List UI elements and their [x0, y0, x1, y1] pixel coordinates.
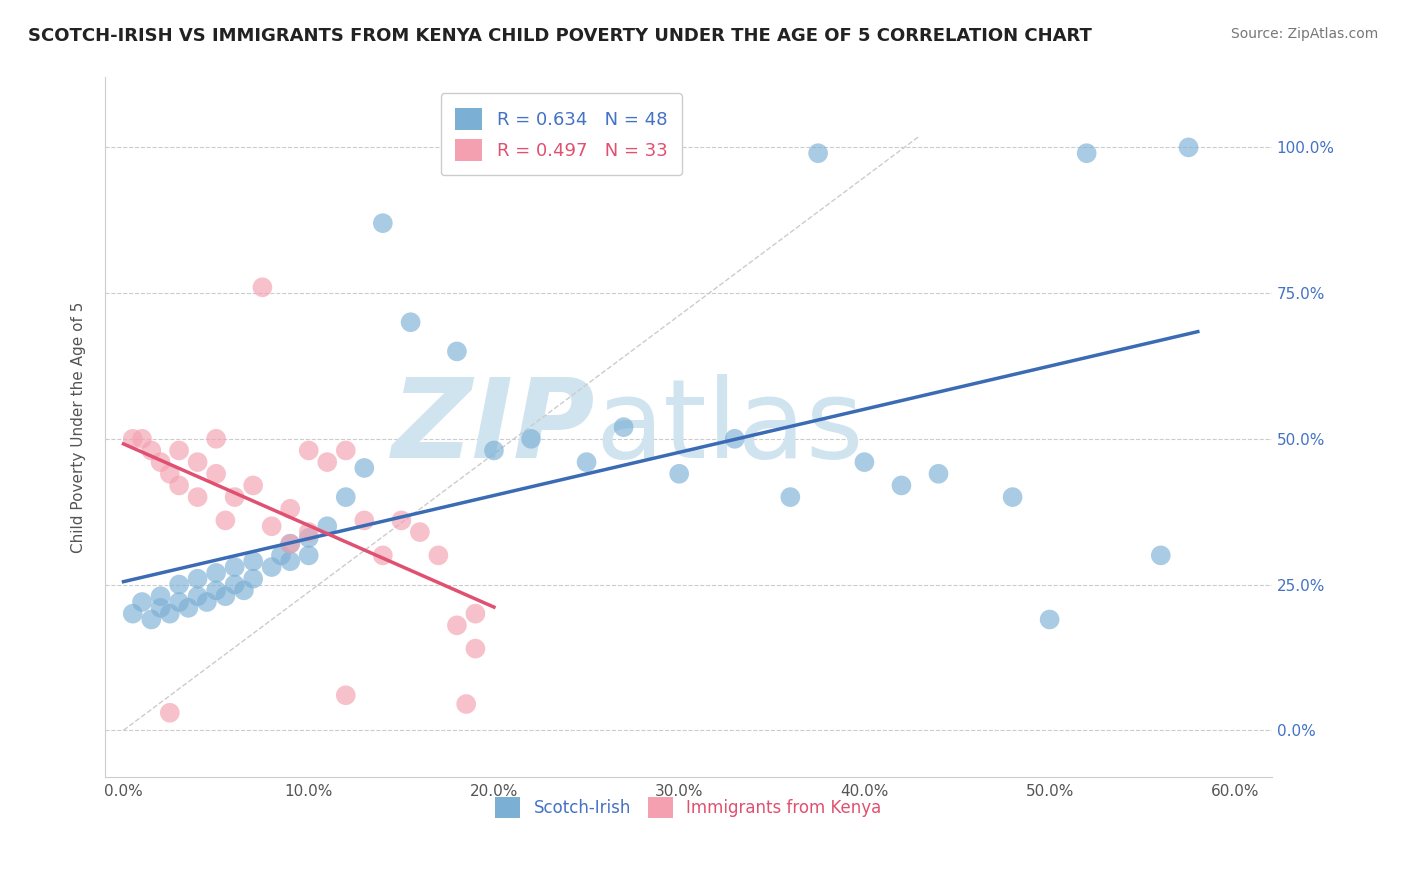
Point: [409, 524, 432, 539]
Point: [353, 513, 375, 527]
Point: [270, 549, 292, 563]
Point: [298, 549, 321, 563]
Point: [159, 467, 181, 481]
Point: [427, 549, 450, 563]
Point: [205, 467, 228, 481]
Point: [464, 607, 486, 621]
Point: [177, 600, 200, 615]
Point: [149, 455, 172, 469]
Point: [446, 618, 468, 632]
Point: [456, 697, 478, 711]
Point: [668, 467, 690, 481]
Point: [141, 613, 163, 627]
Point: [167, 478, 190, 492]
Point: [187, 589, 209, 603]
Point: [205, 566, 228, 580]
Point: [260, 560, 283, 574]
Point: [853, 455, 876, 469]
Point: [187, 572, 209, 586]
Point: [242, 554, 264, 568]
Point: [149, 600, 172, 615]
Text: Source: ZipAtlas.com: Source: ZipAtlas.com: [1230, 27, 1378, 41]
Point: [141, 443, 163, 458]
Point: [1039, 613, 1062, 627]
Point: [131, 595, 153, 609]
Point: [890, 478, 912, 492]
Point: [335, 490, 357, 504]
Point: [149, 589, 172, 603]
Point: [399, 315, 422, 329]
Point: [187, 490, 209, 504]
Point: [575, 455, 598, 469]
Point: [260, 519, 283, 533]
Point: [335, 688, 357, 702]
Point: [353, 461, 375, 475]
Point: [214, 589, 236, 603]
Point: [214, 513, 236, 527]
Point: [252, 280, 274, 294]
Point: [464, 641, 486, 656]
Point: [807, 146, 830, 161]
Point: [159, 607, 181, 621]
Point: [298, 443, 321, 458]
Point: [389, 513, 412, 527]
Point: [159, 706, 181, 720]
Text: atlas: atlas: [595, 374, 863, 481]
Point: [205, 432, 228, 446]
Point: [242, 478, 264, 492]
Text: ZIP: ZIP: [392, 374, 595, 481]
Point: [1076, 146, 1098, 161]
Point: [335, 443, 357, 458]
Point: [298, 531, 321, 545]
Point: [232, 583, 254, 598]
Point: [278, 537, 301, 551]
Point: [224, 560, 246, 574]
Point: [224, 490, 246, 504]
Y-axis label: Child Poverty Under the Age of 5: Child Poverty Under the Age of 5: [72, 301, 86, 553]
Text: SCOTCH-IRISH VS IMMIGRANTS FROM KENYA CHILD POVERTY UNDER THE AGE OF 5 CORRELATI: SCOTCH-IRISH VS IMMIGRANTS FROM KENYA CH…: [28, 27, 1092, 45]
Point: [121, 607, 143, 621]
Point: [242, 572, 264, 586]
Point: [278, 537, 301, 551]
Point: [121, 432, 143, 446]
Point: [131, 432, 153, 446]
Point: [167, 595, 190, 609]
Point: [482, 443, 505, 458]
Point: [779, 490, 801, 504]
Point: [298, 524, 321, 539]
Point: [1177, 140, 1199, 154]
Point: [613, 420, 636, 434]
Point: [371, 216, 394, 230]
Point: [1150, 549, 1173, 563]
Point: [1001, 490, 1024, 504]
Point: [278, 554, 301, 568]
Point: [167, 577, 190, 591]
Point: [278, 501, 301, 516]
Point: [316, 519, 339, 533]
Point: [371, 549, 394, 563]
Point: [195, 595, 218, 609]
Legend: Scotch-Irish, Immigrants from Kenya: Scotch-Irish, Immigrants from Kenya: [489, 791, 889, 824]
Point: [446, 344, 468, 359]
Point: [927, 467, 949, 481]
Point: [187, 455, 209, 469]
Point: [205, 583, 228, 598]
Point: [224, 577, 246, 591]
Point: [520, 432, 543, 446]
Point: [316, 455, 339, 469]
Point: [167, 443, 190, 458]
Point: [724, 432, 747, 446]
